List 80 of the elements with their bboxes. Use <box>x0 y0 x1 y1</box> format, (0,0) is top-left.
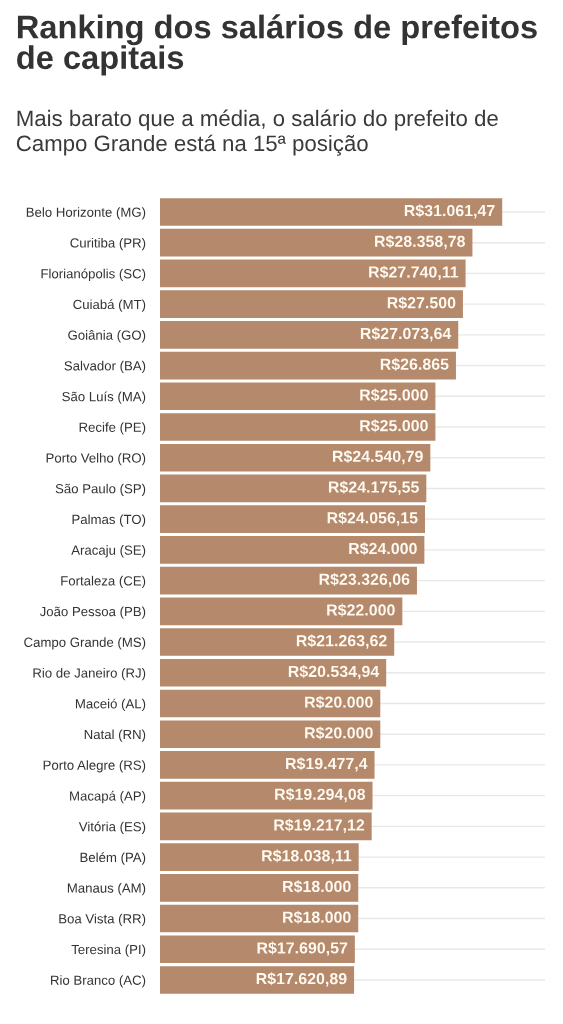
y-tick-label: Curitiba (PR) <box>70 237 146 251</box>
bar <box>159 597 403 626</box>
y-tick-label: João Pessoa (PB) <box>39 606 146 619</box>
y-tick-label: Florianópolis (SC) <box>41 268 146 281</box>
data-label: R$27.073,64 <box>360 327 452 342</box>
y-tick-label: Boa Vista (RR) <box>59 913 146 927</box>
y-tick-label: Palmas (TO) <box>72 514 146 527</box>
y-tick-label: Fortaleza (CE) <box>61 575 146 589</box>
bar <box>159 628 395 656</box>
y-tick-label: Belém (PA) <box>80 852 146 865</box>
bar <box>159 935 355 964</box>
bar <box>159 228 473 257</box>
bar <box>159 781 373 810</box>
data-label: R$18.038,11 <box>262 849 352 864</box>
data-label: R$18.000 <box>283 880 351 894</box>
bar <box>159 382 436 411</box>
y-tick-label: Porto Alegre (RS) <box>43 760 146 773</box>
bar <box>159 413 436 441</box>
data-label: R$25.000 <box>360 419 428 433</box>
data-label: R$24.540,79 <box>332 450 423 465</box>
data-label: R$24.175,55 <box>328 480 419 496</box>
data-label: R$18.000 <box>283 910 351 924</box>
data-label: R$20.000 <box>305 726 373 740</box>
data-label: R$17.690,57 <box>257 941 348 956</box>
data-label: R$19.217,12 <box>274 818 365 833</box>
bar <box>159 720 381 749</box>
y-tick-label: Recife (PE) <box>79 422 146 435</box>
y-tick-label: Teresina (PI) <box>71 944 146 957</box>
bar <box>159 259 466 288</box>
bar <box>159 904 359 933</box>
bar <box>159 443 431 472</box>
data-label: R$26.865 <box>380 357 449 371</box>
y-tick-label: Aracaju (SE) <box>71 545 146 558</box>
y-tick-label: Rio de Janeiro (RJ) <box>33 667 146 681</box>
bar <box>159 351 456 380</box>
data-label: R$20.534,94 <box>288 665 380 680</box>
data-label: R$24.000 <box>349 542 417 556</box>
data-label: R$24.056,15 <box>327 511 418 526</box>
chart-title: Ranking dos salários de prefeitos de capitais <box>17 14 537 76</box>
bar <box>159 689 381 718</box>
y-tick-label: Belo Horizonte (MG) <box>26 207 146 220</box>
bar <box>159 658 387 687</box>
data-label: R$21.263,62 <box>296 634 387 649</box>
bar <box>159 290 463 318</box>
data-label: R$19.477,4 <box>286 757 368 772</box>
y-tick-label: Porto Velho (RO) <box>46 452 146 466</box>
y-tick-label: Maceió (AL) <box>75 698 146 712</box>
y-tick-label: Goiânia (GO) <box>68 330 146 343</box>
data-label: R$20.000 <box>305 695 373 709</box>
data-label: R$25.000 <box>360 388 428 402</box>
bar <box>159 321 459 349</box>
bar <box>159 751 375 779</box>
data-label: R$27.500 <box>387 296 456 310</box>
data-label: R$27.740,11 <box>369 265 459 281</box>
bar <box>159 198 503 226</box>
y-tick-label: São Luís (MA) <box>62 391 146 404</box>
data-label: R$17.620,89 <box>256 972 347 987</box>
bar <box>159 505 425 533</box>
bar <box>159 566 417 595</box>
y-tick-label: Manaus (AM) <box>67 883 146 896</box>
bar <box>159 966 355 994</box>
y-tick-label: Macapá (AP) <box>70 790 146 804</box>
data-label: R$31.061,47 <box>404 204 495 219</box>
data-label: R$28.358,78 <box>375 234 465 250</box>
bar <box>159 843 359 871</box>
y-tick-label: Rio Branco (AC) <box>51 975 146 988</box>
y-tick-label: Vitória (ES) <box>78 821 146 834</box>
bar <box>159 873 359 902</box>
y-tick-label: Campo Grande (MS) <box>24 637 146 650</box>
bar <box>159 536 425 564</box>
data-label: R$19.294,08 <box>275 787 366 803</box>
y-tick-label: Cuiabá (MT) <box>73 299 146 312</box>
data-label: R$22.000 <box>327 603 395 617</box>
bar <box>159 474 427 503</box>
chart-subtitle: Mais barato que a média, o salário do prefeito de Campo Grande está na 15ª posição <box>16 109 498 156</box>
bar <box>159 812 372 841</box>
data-label: R$23.326,06 <box>319 572 410 588</box>
y-tick-label: Natal (RN) <box>84 729 146 742</box>
y-tick-label: Salvador (BA) <box>64 360 146 374</box>
y-tick-label: São Paulo (SP) <box>55 483 146 496</box>
